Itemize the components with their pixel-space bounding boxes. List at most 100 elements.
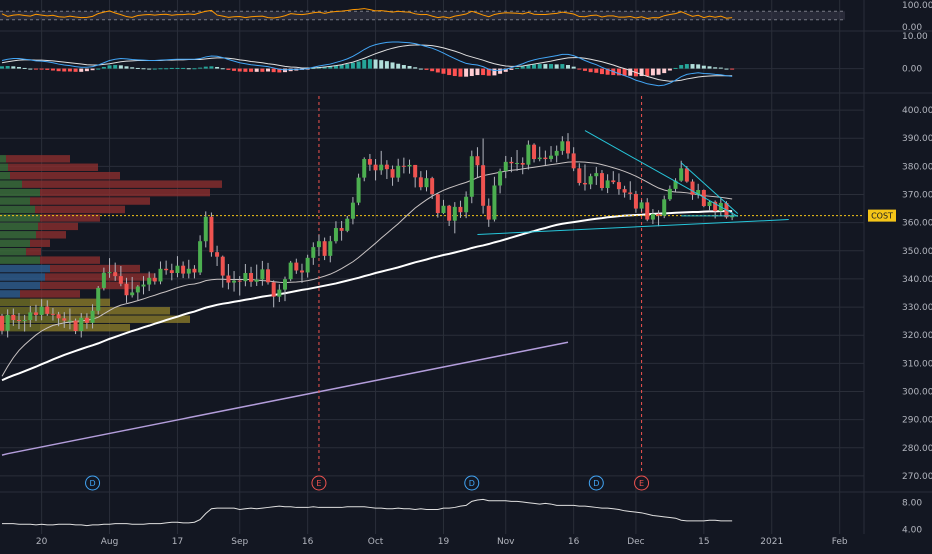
- candle-body[interactable]: [401, 165, 406, 167]
- candle-body[interactable]: [543, 157, 548, 160]
- candle-body[interactable]: [39, 306, 44, 315]
- candle-body[interactable]: [175, 265, 180, 274]
- candle-body[interactable]: [673, 180, 678, 189]
- candle-body[interactable]: [96, 287, 101, 311]
- candle-body[interactable]: [90, 310, 95, 323]
- candle-body[interactable]: [345, 218, 350, 231]
- candle-body[interactable]: [130, 292, 135, 296]
- candle-body[interactable]: [294, 262, 299, 271]
- candle-body[interactable]: [486, 205, 491, 220]
- candle-body[interactable]: [515, 162, 520, 164]
- candle-body[interactable]: [164, 268, 169, 271]
- candle-body[interactable]: [362, 159, 367, 178]
- dividend-event-badge[interactable]: [588, 475, 604, 491]
- candle-body[interactable]: [107, 272, 112, 274]
- candle-body[interactable]: [611, 180, 616, 183]
- candle-body[interactable]: [311, 247, 316, 258]
- candle-body[interactable]: [73, 320, 78, 331]
- candle-body[interactable]: [407, 164, 412, 167]
- candle-body[interactable]: [379, 164, 384, 171]
- candle-body[interactable]: [588, 176, 593, 185]
- candle-body[interactable]: [526, 144, 531, 165]
- candle-body[interactable]: [254, 279, 259, 282]
- candle-body[interactable]: [67, 320, 72, 322]
- candle-body[interactable]: [390, 169, 395, 178]
- candle-body[interactable]: [356, 177, 361, 203]
- candle-body[interactable]: [118, 276, 123, 284]
- candle-body[interactable]: [447, 205, 452, 221]
- candle-body[interactable]: [158, 268, 163, 282]
- candle-body[interactable]: [662, 199, 667, 216]
- candle-body[interactable]: [135, 286, 140, 293]
- candle-body[interactable]: [260, 269, 265, 280]
- candle-body[interactable]: [203, 216, 208, 242]
- candle-body[interactable]: [113, 272, 118, 277]
- candle-body[interactable]: [481, 165, 486, 206]
- candle-body[interactable]: [288, 262, 293, 280]
- candle-body[interactable]: [220, 256, 225, 276]
- candle-body[interactable]: [441, 205, 446, 214]
- candle-body[interactable]: [186, 268, 191, 274]
- candle-body[interactable]: [0, 315, 4, 331]
- candle-body[interactable]: [622, 189, 627, 193]
- candle-body[interactable]: [650, 213, 655, 220]
- candle-body[interactable]: [322, 241, 327, 256]
- candle-body[interactable]: [147, 277, 152, 285]
- candle-body[interactable]: [532, 144, 537, 160]
- candle-body[interactable]: [520, 162, 525, 165]
- candle-body[interactable]: [152, 277, 157, 282]
- candle-body[interactable]: [537, 157, 542, 160]
- candle-body[interactable]: [56, 314, 61, 319]
- candle-body[interactable]: [464, 196, 469, 213]
- candle-body[interactable]: [169, 270, 174, 274]
- earnings-event-badge[interactable]: [634, 475, 650, 491]
- candle-body[interactable]: [350, 202, 355, 219]
- candle-body[interactable]: [498, 171, 503, 186]
- candle-body[interactable]: [283, 279, 287, 290]
- candle-body[interactable]: [373, 164, 378, 171]
- candle-body[interactable]: [232, 280, 237, 283]
- price-axis[interactable]: 270.00 280.00 290.00 300.00 310.00 320.00 330.…: [863, 0, 932, 536]
- candle-body[interactable]: [5, 314, 10, 331]
- candle-body[interactable]: [713, 201, 718, 212]
- candle-body[interactable]: [84, 317, 89, 323]
- candle-body[interactable]: [226, 275, 231, 283]
- candle-body[interactable]: [452, 206, 457, 221]
- candle-body[interactable]: [582, 182, 587, 185]
- candle-body[interactable]: [62, 318, 67, 321]
- trendline[interactable]: [584, 130, 739, 217]
- candle-body[interactable]: [418, 177, 423, 188]
- candle-body[interactable]: [266, 269, 271, 283]
- candle-body[interactable]: [554, 150, 559, 156]
- candle-body[interactable]: [316, 241, 321, 248]
- candle-body[interactable]: [277, 289, 282, 297]
- candle-body[interactable]: [141, 284, 146, 287]
- candle-body[interactable]: [599, 173, 604, 189]
- candle-body[interactable]: [181, 265, 186, 274]
- candle-body[interactable]: [271, 282, 276, 297]
- candle-body[interactable]: [696, 189, 701, 195]
- candle-body[interactable]: [435, 194, 440, 214]
- candle-body[interactable]: [509, 161, 514, 164]
- candle-body[interactable]: [367, 159, 372, 165]
- candle-body[interactable]: [503, 161, 508, 172]
- candle-body[interactable]: [628, 192, 633, 194]
- time-axis[interactable]: 20 Aug 17 Sep 16 Oct 19 Nov 16 Dec 15 2021 Feb: [36, 537, 848, 547]
- candle-body[interactable]: [571, 153, 576, 169]
- candle-body[interactable]: [549, 155, 554, 160]
- candle-body[interactable]: [492, 185, 497, 220]
- candle-body[interactable]: [616, 182, 621, 190]
- candle-body[interactable]: [413, 164, 418, 178]
- candle-body[interactable]: [192, 268, 197, 273]
- candle-body[interactable]: [566, 141, 570, 154]
- trendline[interactable]: [680, 162, 739, 215]
- candle-body[interactable]: [469, 156, 474, 197]
- candle-body[interactable]: [11, 314, 16, 321]
- candle-body[interactable]: [458, 206, 463, 213]
- candle-body[interactable]: [328, 241, 333, 256]
- candle-body[interactable]: [45, 306, 50, 314]
- dividend-event-badge[interactable]: [464, 475, 480, 491]
- candle-body[interactable]: [333, 227, 338, 242]
- candle-body[interactable]: [237, 280, 242, 282]
- candle-body[interactable]: [475, 156, 480, 166]
